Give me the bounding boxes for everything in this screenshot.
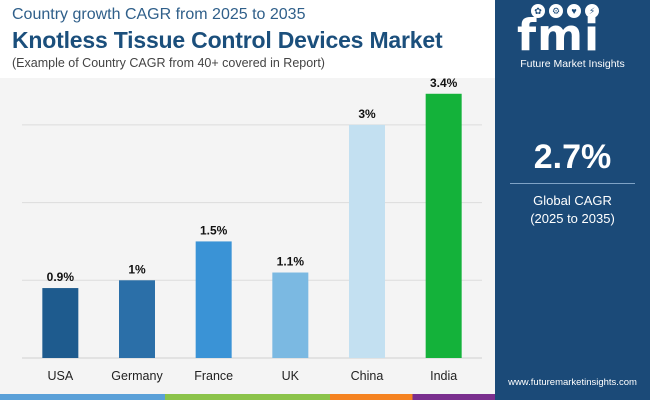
data-label-france: 1.5% [200,223,228,237]
bottom-color-bar [0,394,495,400]
x-tick-label: India [430,369,457,383]
data-label-uk: 1.1% [277,255,305,269]
data-label-usa: 0.9% [47,270,75,284]
logo-icons: ✿ ⚙ ♥ ⚡ [531,4,599,18]
chart-background [0,78,495,394]
fmi-logo: ✿ ⚙ ♥ ⚡ fmi Future Market Insights [495,0,650,80]
x-tick-label: Germany [111,369,163,383]
bottom-bar-segment [0,394,165,400]
bolt-icon: ⚡ [585,4,599,18]
x-tick-label: UK [282,369,300,383]
data-label-india: 3.4% [430,78,458,90]
global-cagr-value: 2.7% [533,138,612,176]
bar-uk [272,272,309,358]
gear-icon: ⚙ [549,4,563,18]
x-tick-label: USA [47,369,73,383]
data-label-china: 3% [358,107,376,121]
logo-text: Future Market Insights [520,58,625,70]
bar-france [195,241,232,358]
chart-panel: Country growth CAGR from 2025 to 2035 Kn… [0,6,495,400]
x-tick-label: China [351,369,384,383]
chart-subtitle: Country growth CAGR from 2025 to 2035 [12,6,306,23]
data-label-germany: 1% [128,262,146,276]
global-cagr-label: Global CAGR (2025 to 2035) [495,192,650,228]
heart-icon: ♥ [567,4,581,18]
chart-note: (Example of Country CAGR from 40+ covere… [12,56,325,70]
bar-germany [119,280,155,358]
bottom-bar-segment [165,394,330,400]
bar-india [425,93,462,359]
x-tick-label: France [194,369,233,383]
chart-title: Knotless Tissue Control Devices Market [12,27,443,53]
bar-chart: 0.9% USA 1% Germany 1.5% France 1.1% UK 3% China 3… [22,78,482,383]
bar-china [349,124,385,358]
sidebar: ✿ ⚙ ♥ ⚡ fmi Future Market Insights 2.7% … [495,0,650,400]
website-link[interactable]: www.futuremarketinsights.com [508,377,637,388]
cagr-period-text: (2025 to 2035) [530,211,615,226]
bottom-bar-segment [330,394,495,400]
divider [510,183,635,184]
logo-letters: fmi [517,10,601,61]
cagr-label-text: Global CAGR [533,193,612,208]
leaf-icon: ✿ [531,4,545,18]
bar-usa [42,288,79,358]
